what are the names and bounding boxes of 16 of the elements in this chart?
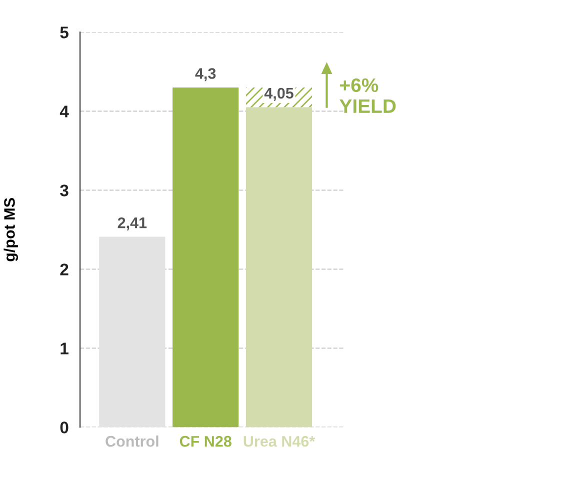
y-tick-label: 3 — [60, 184, 68, 196]
y-tick-label: 4 — [60, 106, 69, 118]
annotation: +6% YIELD — [340, 78, 396, 113]
y-tick-label: 0 — [60, 422, 68, 434]
y-tick-label: 2 — [60, 264, 68, 276]
x-tick-label: CF N28 — [180, 436, 232, 447]
data-label: 2,41 — [118, 217, 147, 230]
data-label: 4,05 — [264, 88, 294, 101]
y-axis-title: g/pot MS — [4, 198, 18, 262]
y-tick-label: 1 — [60, 342, 68, 354]
x-tick-label: Urea N46* — [244, 436, 316, 447]
y-tick-label: 5 — [60, 26, 68, 38]
x-tick-label: Control — [106, 436, 158, 447]
bar — [172, 87, 239, 428]
data-label: 4,3 — [195, 68, 216, 82]
bar — [99, 236, 166, 428]
